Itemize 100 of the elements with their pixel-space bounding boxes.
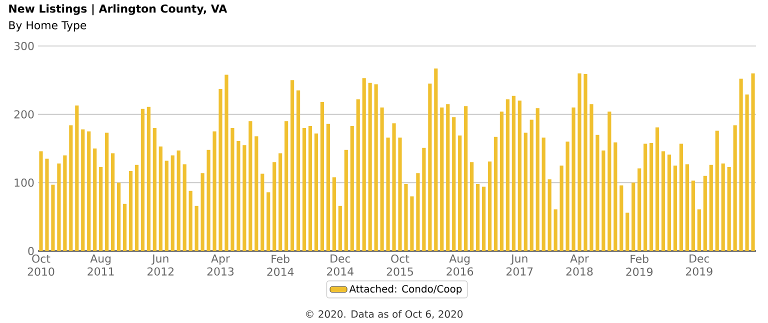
x-tick-label: Aug 2016	[446, 254, 474, 276]
bar	[332, 177, 336, 251]
bar	[566, 142, 570, 251]
bar	[374, 84, 378, 251]
bar	[248, 121, 252, 251]
bar	[608, 112, 612, 251]
bar	[685, 164, 689, 251]
bar	[302, 128, 306, 251]
bar	[410, 196, 414, 251]
bar	[368, 82, 372, 251]
text: © 2020. Data as of Oct 6, 2020	[306, 310, 463, 319]
bar	[99, 166, 103, 251]
bar	[116, 182, 121, 251]
bar	[272, 162, 276, 251]
bar	[356, 99, 360, 251]
bar	[266, 192, 270, 251]
bar	[464, 106, 468, 251]
bar	[476, 184, 480, 251]
bar	[152, 128, 156, 251]
x-tick-label: Oct 2015	[386, 254, 413, 276]
bar	[320, 102, 324, 251]
bar	[236, 140, 240, 251]
bar	[697, 209, 701, 251]
bar	[188, 190, 192, 251]
bar	[703, 176, 707, 251]
bar	[146, 106, 150, 251]
bar	[626, 212, 630, 251]
bar	[350, 126, 354, 251]
bar	[51, 184, 55, 251]
bar	[182, 164, 186, 251]
bar	[506, 99, 510, 251]
bar	[650, 143, 654, 251]
bar	[512, 96, 516, 251]
x-tick-label: Feb 2019	[626, 254, 652, 276]
bar	[314, 133, 318, 251]
bar	[602, 150, 606, 251]
bar	[482, 186, 486, 251]
x-tick-label: Jun 2017	[506, 254, 533, 276]
bar	[590, 104, 594, 251]
bar	[428, 84, 432, 251]
bar	[69, 125, 73, 251]
bar	[254, 136, 258, 251]
bar	[260, 174, 264, 251]
bar	[284, 121, 288, 251]
x-tick-label: Jun 2012	[148, 254, 174, 276]
x-tick-label: Apr 2018	[566, 254, 593, 276]
x-tick-label: Oct 2010	[28, 254, 54, 276]
bar	[452, 117, 456, 251]
bar	[500, 112, 504, 251]
bar	[554, 209, 558, 251]
bar	[578, 73, 582, 251]
bar	[218, 89, 222, 251]
bar	[727, 166, 731, 251]
bar	[63, 155, 67, 251]
bar	[655, 127, 660, 251]
bar	[524, 132, 528, 251]
bar	[673, 166, 678, 251]
bar	[739, 78, 743, 251]
bar	[176, 150, 180, 251]
bar	[392, 123, 396, 251]
bar	[458, 136, 462, 251]
bar	[715, 130, 719, 251]
bar	[224, 74, 228, 251]
bar	[380, 108, 384, 251]
bar	[93, 148, 97, 251]
bar	[242, 145, 246, 251]
bar	[296, 90, 300, 251]
bar	[39, 151, 43, 251]
bar	[560, 166, 564, 251]
bar	[745, 94, 749, 251]
bar	[709, 164, 713, 251]
bar	[488, 161, 492, 251]
bar	[422, 148, 426, 251]
chart-title: New Listings | Arlington County, VA	[9, 4, 228, 16]
bar	[128, 171, 133, 251]
bar	[338, 206, 342, 251]
bar	[536, 108, 540, 251]
bar	[308, 126, 312, 251]
y-tick-label: 100	[14, 178, 34, 187]
bar	[733, 125, 737, 251]
y-tick-label: 300	[14, 42, 34, 50]
bar	[446, 104, 450, 251]
bar	[87, 131, 91, 251]
bar	[638, 168, 642, 251]
bar	[140, 108, 145, 251]
bar	[194, 206, 198, 251]
bar	[596, 134, 600, 251]
bar	[398, 138, 402, 251]
bar	[122, 204, 127, 251]
bar	[57, 164, 61, 251]
bar	[667, 154, 672, 251]
bar	[134, 164, 139, 251]
x-tick-label: Apr 2013	[207, 254, 234, 276]
bar	[386, 138, 390, 251]
bar	[344, 150, 348, 251]
bar	[440, 108, 444, 251]
bar	[661, 151, 666, 251]
bar	[518, 100, 522, 251]
bar	[620, 185, 624, 251]
bar	[200, 173, 204, 251]
